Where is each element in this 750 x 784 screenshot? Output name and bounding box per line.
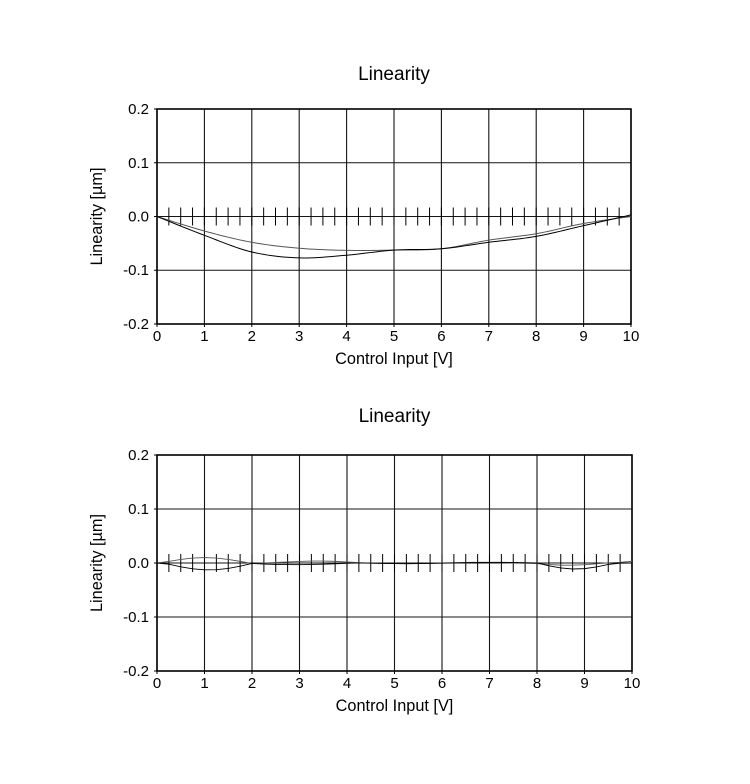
svg-text:0.2: 0.2 — [128, 101, 149, 118]
svg-text:8: 8 — [532, 328, 540, 345]
svg-text:10: 10 — [624, 675, 641, 692]
svg-text:9: 9 — [579, 328, 587, 345]
svg-text:0.1: 0.1 — [128, 155, 149, 172]
svg-text:Linearity: Linearity — [359, 406, 431, 427]
svg-text:Control Input [V]: Control Input [V] — [335, 350, 453, 368]
svg-text:5: 5 — [390, 328, 398, 345]
svg-text:0.0: 0.0 — [128, 555, 149, 572]
svg-text:6: 6 — [437, 328, 445, 345]
svg-text:-0.1: -0.1 — [123, 609, 149, 626]
svg-text:0.1: 0.1 — [128, 501, 149, 518]
svg-text:3: 3 — [295, 675, 303, 692]
svg-text:1: 1 — [200, 328, 208, 345]
svg-text:1: 1 — [200, 675, 208, 692]
svg-text:10: 10 — [623, 328, 640, 345]
svg-text:0.0: 0.0 — [128, 209, 149, 226]
svg-text:Linearity [µm]: Linearity [µm] — [88, 167, 106, 265]
svg-text:3: 3 — [295, 328, 303, 345]
svg-text:9: 9 — [580, 675, 588, 692]
svg-text:8: 8 — [533, 675, 541, 692]
svg-text:-0.1: -0.1 — [123, 262, 149, 279]
svg-text:5: 5 — [390, 675, 398, 692]
svg-text:-0.2: -0.2 — [123, 663, 149, 680]
svg-text:7: 7 — [485, 675, 493, 692]
svg-text:4: 4 — [343, 675, 351, 692]
svg-text:4: 4 — [342, 328, 350, 345]
svg-text:-0.2: -0.2 — [123, 316, 149, 333]
svg-text:Linearity [µm]: Linearity [µm] — [88, 514, 106, 612]
svg-text:2: 2 — [248, 675, 256, 692]
svg-text:6: 6 — [438, 675, 446, 692]
svg-text:2: 2 — [248, 328, 256, 345]
svg-text:0.2: 0.2 — [128, 447, 149, 464]
svg-text:0: 0 — [153, 675, 161, 692]
svg-text:Linearity: Linearity — [358, 64, 430, 85]
svg-text:Control Input [V]: Control Input [V] — [336, 697, 454, 715]
svg-text:7: 7 — [485, 328, 493, 345]
svg-text:0: 0 — [153, 328, 161, 345]
